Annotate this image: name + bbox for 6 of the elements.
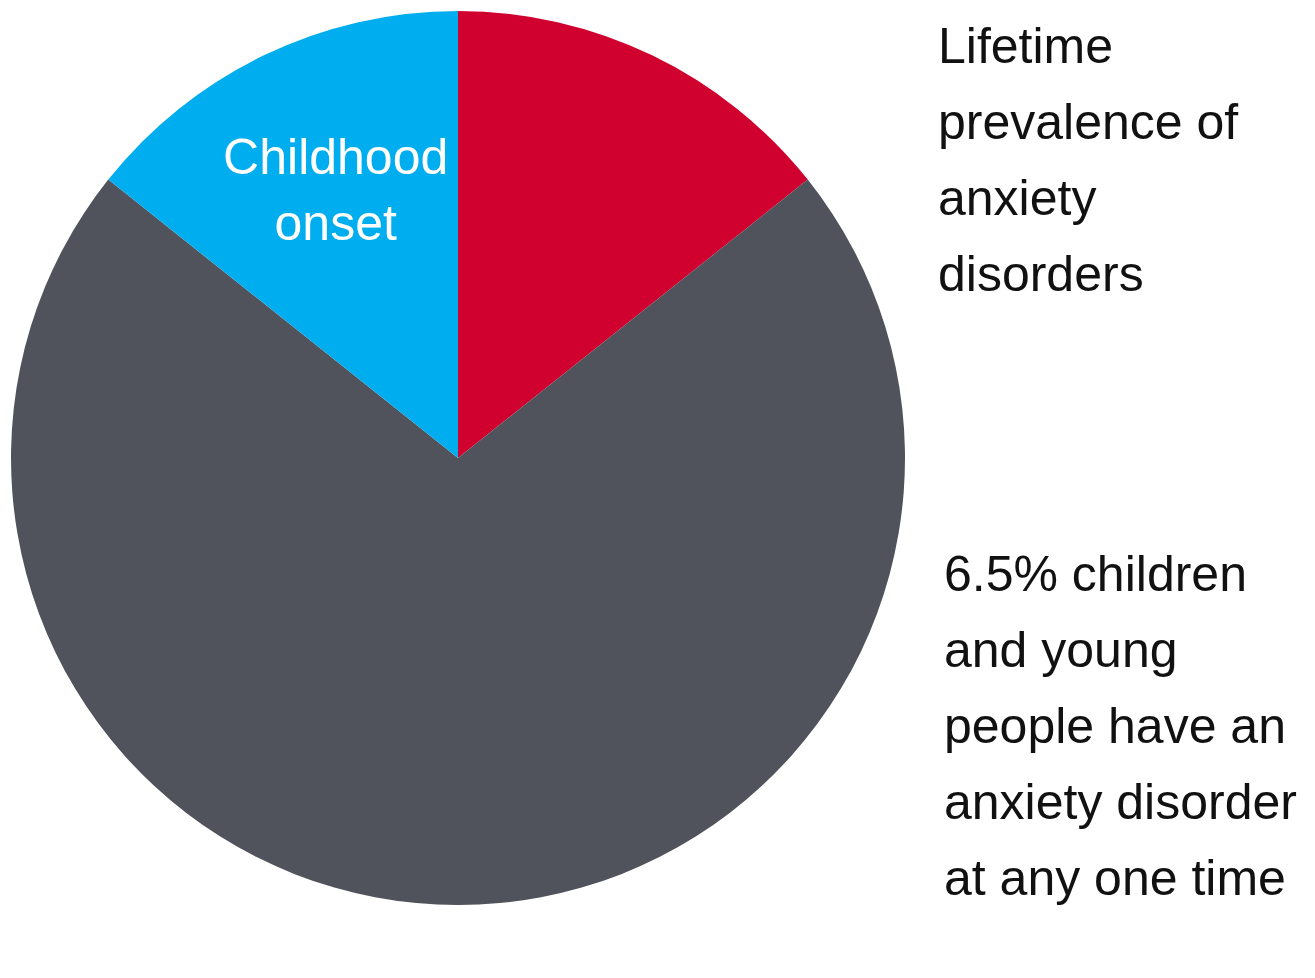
pie-slice: [11, 179, 905, 905]
slice-label: Childhood onset: [223, 129, 449, 252]
pie-slice: [458, 11, 808, 458]
text: Lifetime prevalence of anxiety disorders: [938, 17, 1240, 304]
text: 6.5% children and young people have an anxiety disorder at any one time: [944, 545, 1298, 908]
pie-slice: [108, 11, 458, 458]
